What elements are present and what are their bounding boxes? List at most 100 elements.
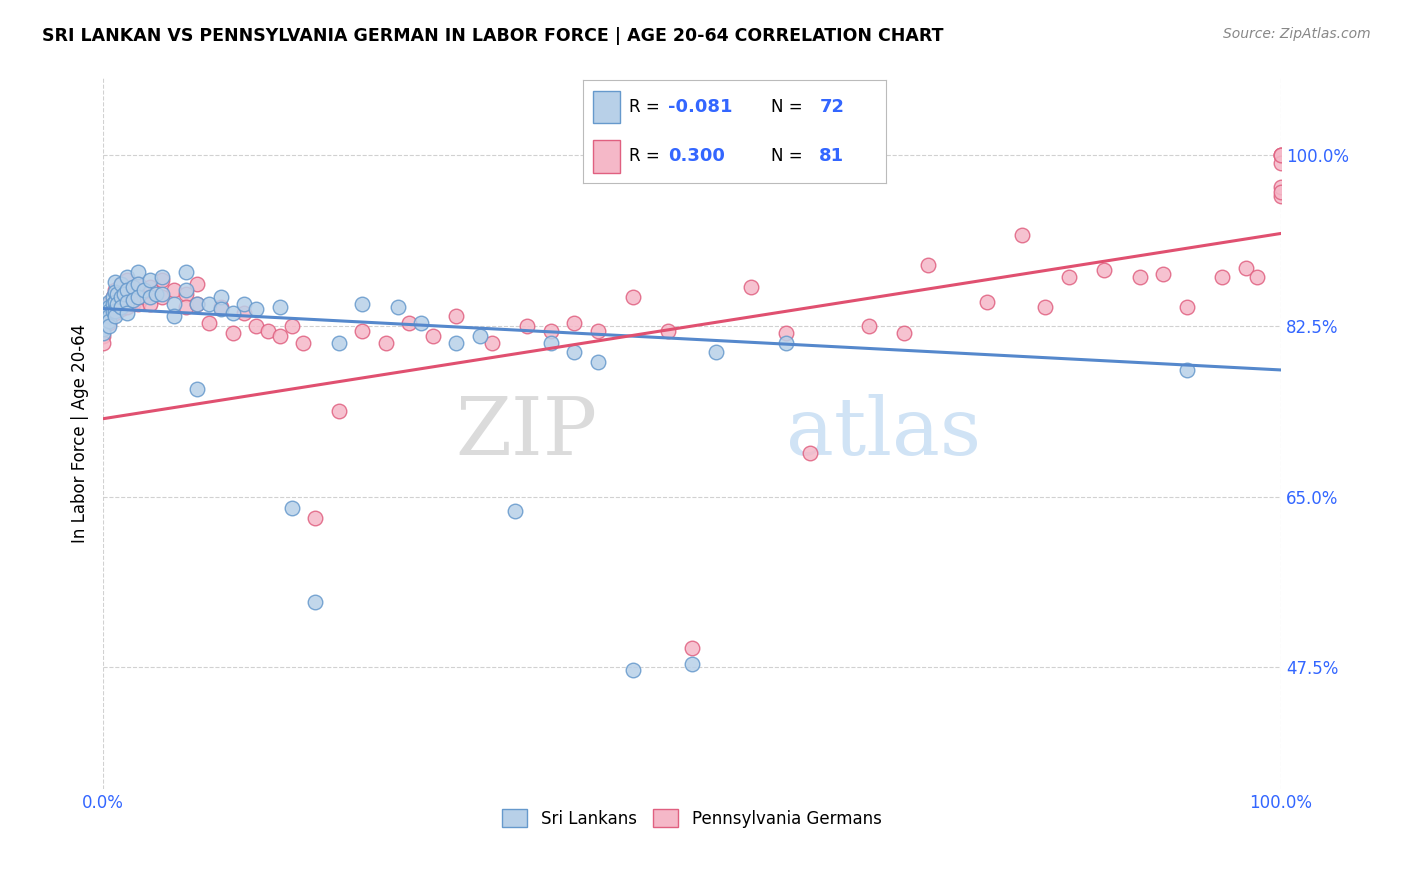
Text: R =: R = [628, 98, 665, 116]
Point [98, 306, 121, 320]
Point [112, 286, 135, 301]
Point [163, 310, 186, 324]
Point [540, 335, 562, 350]
Point [104, 306, 127, 320]
Point [352, 324, 374, 338]
Point [110, 290, 132, 304]
Point [468, 328, 491, 343]
Point [98, 319, 121, 334]
Point [198, 296, 221, 310]
Point [186, 383, 208, 397]
Point [186, 296, 208, 310]
Point [174, 300, 197, 314]
Point [110, 277, 132, 292]
Point [411, 316, 433, 330]
Point [127, 277, 149, 292]
Point [115, 306, 138, 320]
Point [586, 355, 609, 369]
Point [98, 304, 121, 318]
Point [586, 324, 609, 338]
Point [446, 335, 468, 350]
Point [422, 328, 444, 343]
Point [505, 504, 527, 518]
Point [91, 322, 114, 336]
Point [245, 302, 267, 317]
Point [657, 324, 679, 338]
Point [292, 335, 315, 350]
Point [91, 316, 114, 330]
Point [110, 300, 132, 314]
Point [1270, 179, 1292, 194]
Point [1270, 148, 1292, 162]
Point [681, 657, 703, 672]
Point [233, 296, 256, 310]
Point [98, 296, 121, 310]
Point [269, 300, 291, 314]
Point [1175, 300, 1198, 314]
Point [681, 640, 703, 655]
Point [104, 283, 127, 297]
Text: 72: 72 [820, 98, 844, 116]
Point [304, 511, 326, 525]
Point [186, 296, 208, 310]
FancyBboxPatch shape [592, 91, 620, 123]
Point [115, 300, 138, 314]
Point [134, 290, 156, 304]
Point [740, 280, 762, 294]
Point [446, 310, 468, 324]
Point [221, 326, 243, 340]
Point [98, 300, 121, 314]
Point [198, 316, 221, 330]
Point [139, 290, 162, 304]
Point [104, 310, 127, 324]
Point [775, 326, 797, 340]
Point [562, 316, 585, 330]
Point [91, 322, 114, 336]
Point [150, 290, 173, 304]
Point [174, 283, 197, 297]
Point [104, 296, 127, 310]
Point [257, 324, 280, 338]
Point [516, 319, 538, 334]
Point [115, 294, 138, 309]
Point [1234, 260, 1257, 275]
Point [621, 663, 644, 677]
Point [775, 335, 797, 350]
Point [139, 296, 162, 310]
Point [115, 283, 138, 297]
Text: -0.081: -0.081 [668, 98, 733, 116]
Point [163, 283, 186, 297]
Point [1270, 186, 1292, 200]
Point [91, 310, 114, 324]
Text: SRI LANKAN VS PENNSYLVANIA GERMAN IN LABOR FORCE | AGE 20-64 CORRELATION CHART: SRI LANKAN VS PENNSYLVANIA GERMAN IN LAB… [42, 27, 943, 45]
Point [186, 277, 208, 292]
Point [127, 265, 149, 279]
Point [98, 316, 121, 330]
Point [98, 294, 121, 309]
Point [1035, 300, 1057, 314]
Point [221, 306, 243, 320]
Point [127, 296, 149, 310]
Point [976, 294, 998, 309]
Point [398, 316, 420, 330]
Point [328, 335, 350, 350]
Text: ZIP: ZIP [456, 394, 598, 473]
Point [91, 335, 114, 350]
Point [1152, 268, 1174, 282]
Point [150, 270, 173, 285]
Point [858, 319, 880, 334]
Point [352, 296, 374, 310]
Point [374, 335, 396, 350]
Point [104, 275, 127, 289]
Point [101, 290, 124, 304]
Point [139, 280, 162, 294]
Point [101, 304, 124, 318]
Point [562, 345, 585, 359]
Point [104, 294, 127, 309]
Text: 81: 81 [820, 147, 845, 165]
Point [112, 286, 135, 301]
Y-axis label: In Labor Force | Age 20-64: In Labor Force | Age 20-64 [72, 324, 89, 543]
Point [104, 304, 127, 318]
Point [104, 285, 127, 299]
Point [101, 300, 124, 314]
